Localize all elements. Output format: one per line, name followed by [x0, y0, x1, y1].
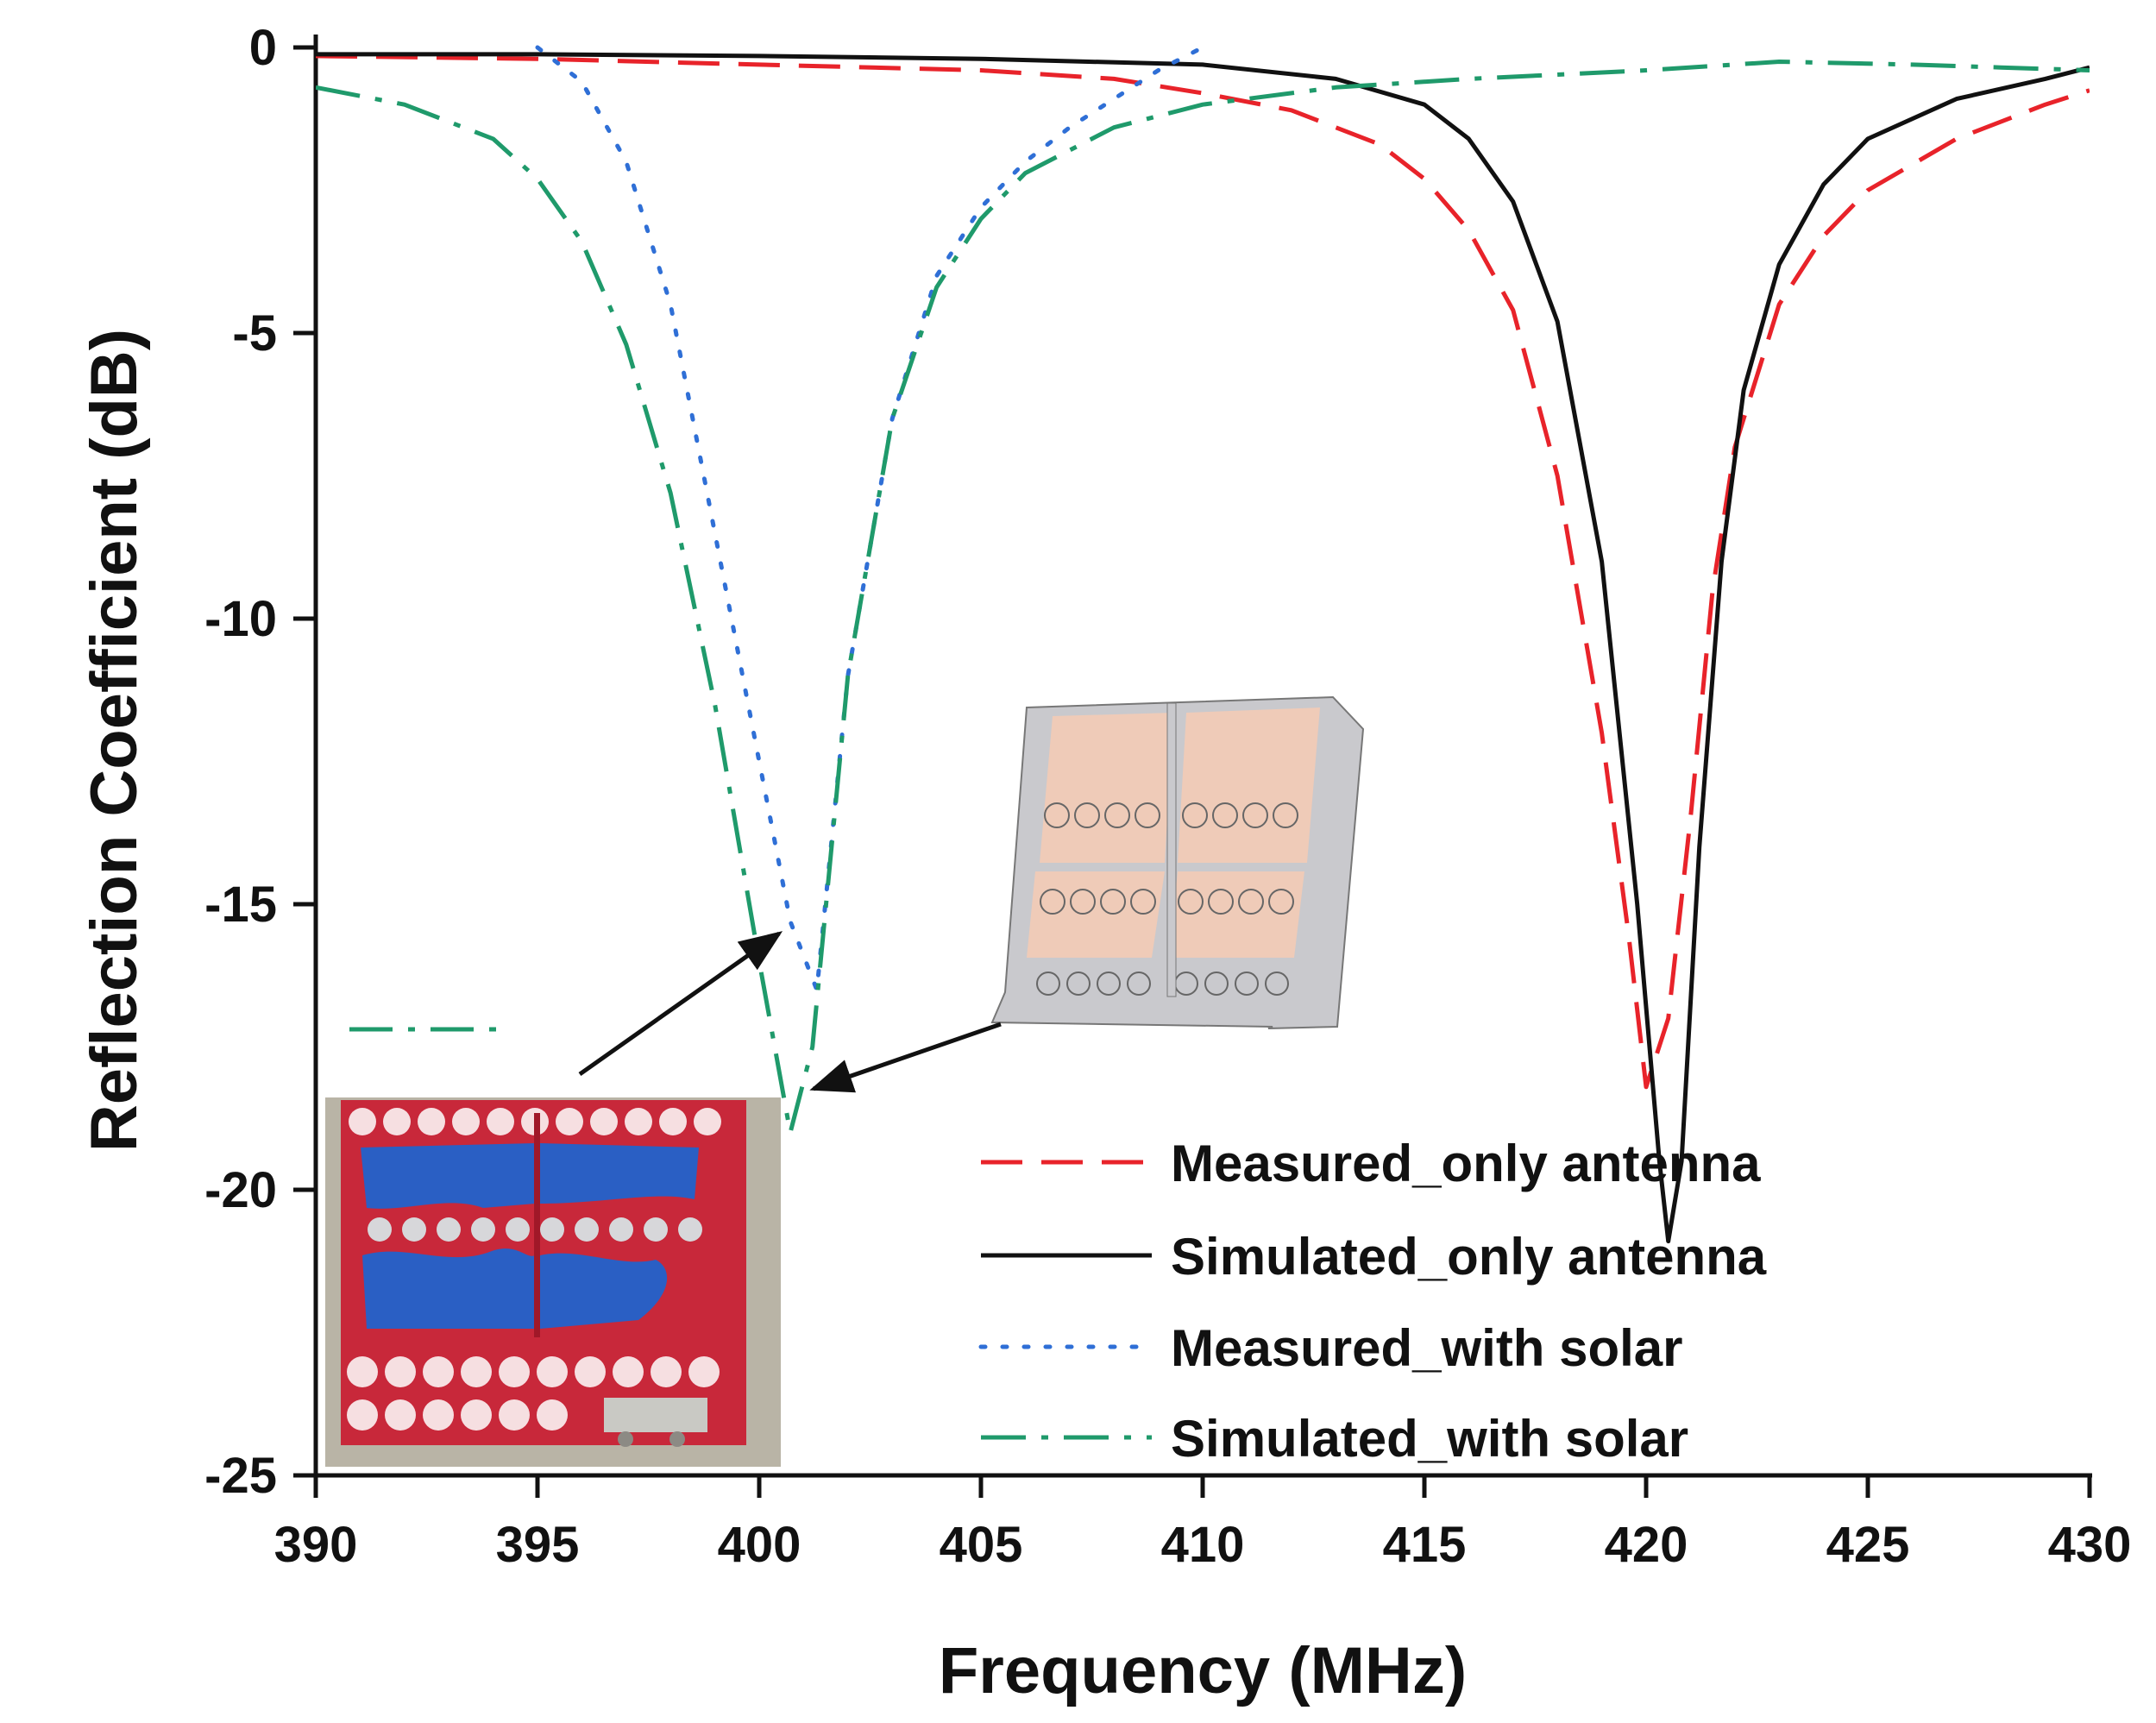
x-tick-label: 405 — [940, 1517, 1023, 1573]
y-tick-label: -15 — [204, 877, 277, 933]
antenna-photo-inset — [325, 1097, 781, 1467]
x-tick-label: 430 — [2048, 1517, 2132, 1573]
x-tick-label: 425 — [1826, 1517, 1910, 1573]
axes: 390 395 400 405 410 415 420 425 430 0 -5 -10 -15 -20 -… — [204, 20, 2131, 1573]
legend-label-4: Simulated_with solar — [1171, 1410, 1688, 1468]
x-tick-label: 410 — [1161, 1517, 1245, 1573]
legend: Measured_only antenna Simulated_only ante… — [978, 1135, 1767, 1468]
x-tick-label: 400 — [718, 1517, 801, 1573]
y-tick-label: -10 — [204, 591, 277, 647]
series-line-2 — [316, 52, 2090, 1244]
series-line-1 — [316, 53, 2090, 1090]
series-line-4 — [316, 60, 2090, 1135]
legend-label-2: Simulated_only antenna — [1171, 1228, 1767, 1286]
y-axis-title: Reflection Coefficient (dB) — [78, 329, 151, 1152]
annotation-arrow-photo — [578, 931, 783, 1077]
x-tick-label: 420 — [1605, 1517, 1688, 1573]
y-tick-label: 0 — [249, 20, 277, 76]
legend-label-1: Measured_only antenna — [1171, 1135, 1761, 1192]
x-tick-label: 390 — [274, 1517, 358, 1573]
antenna-model-inset — [990, 695, 1365, 1029]
x-axis-title: Frequency (MHz) — [939, 1634, 1467, 1707]
y-tick-label: -5 — [232, 305, 277, 362]
series-layer — [316, 45, 2090, 1244]
legend-label-3: Measured_with solar — [1171, 1319, 1683, 1377]
x-tick-label: 415 — [1383, 1517, 1467, 1573]
y-tick-label: -25 — [204, 1448, 277, 1504]
x-tick-label: 395 — [496, 1517, 580, 1573]
annotation-arrow-model — [809, 1022, 1002, 1093]
y-tick-label: -20 — [204, 1162, 277, 1218]
